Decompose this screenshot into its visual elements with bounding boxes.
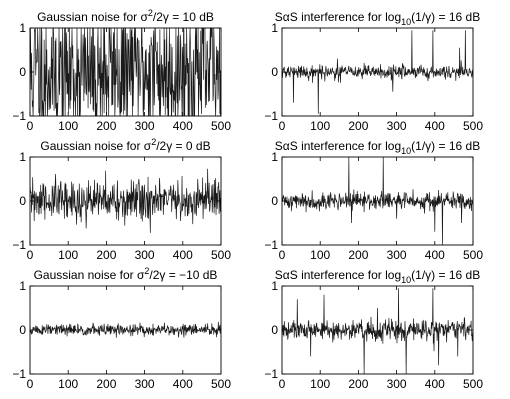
x-tick-label: 0 (279, 377, 286, 391)
title-script: 2 (151, 137, 156, 147)
x-tick-label: 500 (463, 248, 483, 262)
title-script: 2 (148, 8, 153, 18)
x-tick-label: 0 (27, 377, 34, 391)
title-text: SαS interference for (275, 268, 385, 282)
x-tick-label: 400 (173, 248, 193, 262)
x-tick-label: 200 (348, 119, 368, 133)
title-rest: /2γ = −10 dB (149, 268, 217, 282)
signal-line (30, 321, 221, 338)
title-symbol: σ (144, 139, 152, 153)
title-script: 10 (401, 17, 411, 27)
x-tick-label: 500 (211, 119, 231, 133)
signal-line (30, 168, 221, 233)
x-tick-label: 100 (310, 119, 330, 133)
x-tick-label: 200 (96, 377, 116, 391)
title-script: 2 (144, 266, 149, 276)
y-tick-label: 0 (19, 65, 26, 79)
title-text: SαS interference for (275, 139, 385, 153)
panel-title: SαS interference for log10(1/γ) = 16 dB (275, 268, 480, 285)
y-tick-label: 0 (19, 323, 26, 337)
title-text: Gaussian noise for (34, 268, 137, 282)
panel-3: Gaussian noise for σ2/2γ = 0 dB 0 100 200 30… (12, 137, 231, 262)
y-tick-label: 0 (271, 194, 278, 208)
x-tick-label: 300 (135, 119, 155, 133)
y-tick-label: 1 (271, 279, 278, 293)
x-tick-label: 300 (135, 377, 155, 391)
y-tick-label: 1 (271, 150, 278, 164)
y-tick-label: 1 (19, 150, 26, 164)
title-text: Gaussian noise for (40, 139, 143, 153)
y-tick-label: 0 (271, 323, 278, 337)
x-tick-label: 0 (279, 248, 286, 262)
x-tick-label: 400 (425, 377, 445, 391)
x-tick-label: 500 (211, 377, 231, 391)
signal-line (282, 288, 473, 374)
title-rest: (1/γ) = 16 dB (411, 268, 480, 282)
title-symbol: σ (137, 268, 145, 282)
panel-title: Gaussian noise for σ2/2γ = 10 dB (37, 8, 214, 24)
x-tick-label: 500 (463, 119, 483, 133)
x-tick-label: 200 (96, 119, 116, 133)
panel-title: SαS interference for log10(1/γ) = 16 dB (275, 10, 480, 27)
panel-title: Gaussian noise for σ2/2γ = −10 dB (34, 266, 218, 282)
x-tick-label: 200 (348, 248, 368, 262)
x-tick-label: 100 (58, 377, 78, 391)
title-script: 10 (401, 275, 411, 285)
panel-4: SαS interference for log10(1/γ) = 16 dB0… (264, 139, 483, 262)
x-tick-label: 400 (173, 377, 193, 391)
x-tick-label: 100 (58, 248, 78, 262)
title-rest: (1/γ) = 16 dB (411, 10, 480, 24)
y-tick-label: 1 (19, 21, 26, 35)
panel-6: SαS interference for log10(1/γ) = 16 dB0… (264, 268, 483, 391)
x-tick-label: 400 (173, 119, 193, 133)
y-tick-label: −1 (264, 238, 278, 252)
y-tick-label: −1 (264, 109, 278, 123)
signal-line (30, 28, 221, 116)
signal-line (282, 157, 473, 245)
x-tick-label: 100 (310, 248, 330, 262)
x-tick-label: 500 (463, 377, 483, 391)
title-text: SαS interference for (275, 10, 385, 24)
panel-1: Gaussian noise for σ2/2γ = 10 dB 0 100 200 3… (12, 8, 231, 133)
y-tick-label: 1 (19, 279, 26, 293)
x-tick-label: 300 (387, 248, 407, 262)
x-tick-label: 0 (27, 119, 34, 133)
x-tick-label: 0 (27, 248, 34, 262)
x-tick-label: 200 (96, 248, 116, 262)
y-tick-label: 0 (19, 194, 26, 208)
y-tick-label: −1 (12, 109, 26, 123)
y-tick-label: −1 (12, 238, 26, 252)
x-tick-label: 500 (211, 248, 231, 262)
title-script: 10 (401, 146, 411, 156)
x-tick-label: 300 (387, 119, 407, 133)
title-rest: (1/γ) = 16 dB (411, 139, 480, 153)
x-tick-label: 100 (58, 119, 78, 133)
x-tick-label: 400 (425, 248, 445, 262)
title-symbol: log (385, 139, 401, 153)
title-text: Gaussian noise for (37, 10, 140, 24)
x-tick-label: 300 (387, 377, 407, 391)
y-tick-label: −1 (12, 367, 26, 381)
x-tick-label: 400 (425, 119, 445, 133)
title-symbol: σ (140, 10, 148, 24)
x-tick-label: 300 (135, 248, 155, 262)
panel-2: SαS interference for log10(1/γ) = 16 dB0… (264, 10, 483, 133)
panel-title: SαS interference for log10(1/γ) = 16 dB (275, 139, 480, 156)
y-tick-label: 1 (271, 21, 278, 35)
title-rest: /2γ = 10 dB (153, 10, 214, 24)
title-symbol: log (385, 10, 401, 24)
x-tick-label: 100 (310, 377, 330, 391)
panel-5: Gaussian noise for σ2/2γ = −10 dB 0 100 200… (12, 266, 231, 391)
y-tick-label: −1 (264, 367, 278, 381)
signal-line (282, 30, 473, 114)
x-tick-label: 200 (348, 377, 368, 391)
title-symbol: log (385, 268, 401, 282)
y-tick-label: 0 (271, 65, 278, 79)
panel-title: Gaussian noise for σ2/2γ = 0 dB (40, 137, 210, 153)
x-tick-label: 0 (279, 119, 286, 133)
title-rest: /2γ = 0 dB (156, 139, 210, 153)
